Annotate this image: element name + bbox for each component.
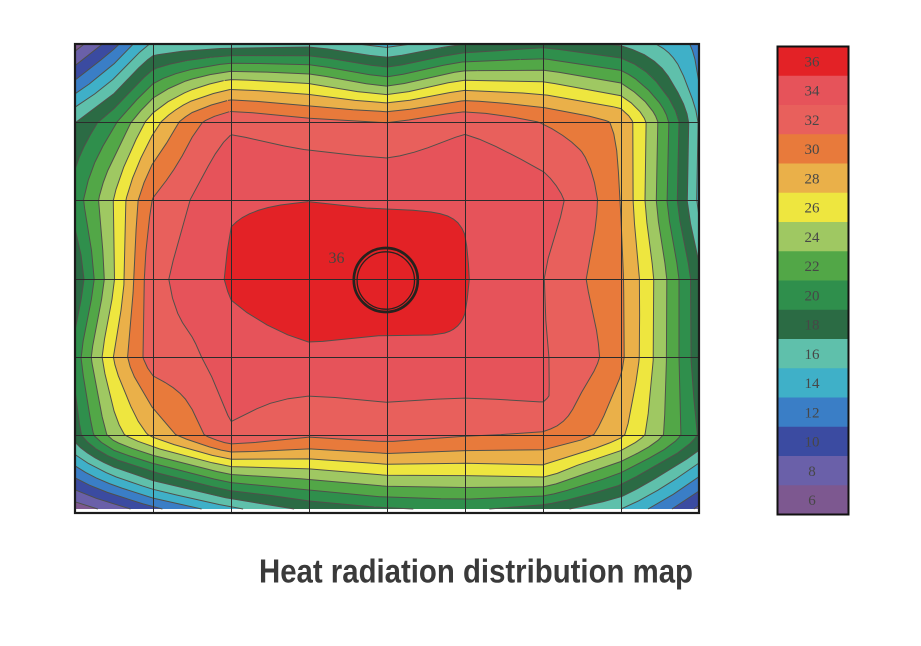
svg-text:24: 24: [805, 230, 821, 246]
svg-text:22: 22: [805, 259, 820, 275]
svg-text:28: 28: [805, 171, 820, 187]
svg-text:36: 36: [805, 54, 821, 70]
svg-text:14: 14: [805, 376, 821, 392]
svg-text:36: 36: [329, 250, 345, 267]
svg-text:10: 10: [805, 435, 820, 451]
svg-text:34: 34: [805, 84, 821, 100]
svg-text:26: 26: [805, 201, 821, 217]
svg-text:18: 18: [805, 318, 820, 334]
svg-text:8: 8: [808, 464, 816, 480]
svg-text:6: 6: [808, 493, 816, 509]
svg-text:32: 32: [805, 113, 820, 129]
svg-text:30: 30: [805, 142, 820, 158]
svg-text:12: 12: [805, 405, 820, 421]
svg-text:20: 20: [805, 288, 820, 304]
svg-text:16: 16: [805, 347, 821, 363]
svg-text:Heat radiation distribution ma: Heat radiation distribution map: [259, 553, 693, 590]
